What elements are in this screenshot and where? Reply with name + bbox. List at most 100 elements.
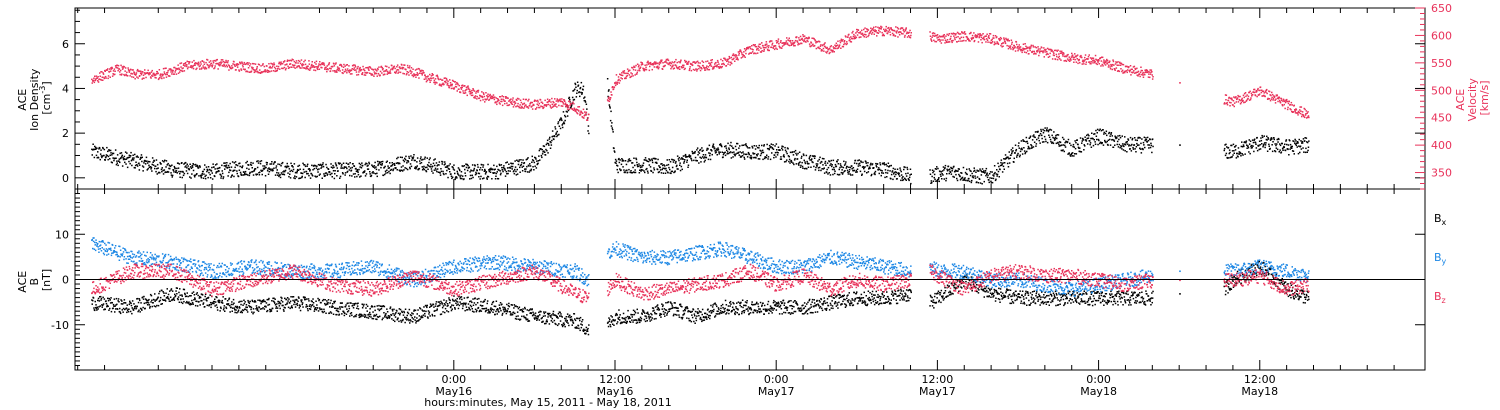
series-0-0-point bbox=[464, 168, 466, 171]
series-0-1-point bbox=[587, 117, 589, 119]
series-0-0-point bbox=[106, 146, 108, 149]
series-0-1-point bbox=[474, 96, 476, 98]
series-0-0-point bbox=[1095, 135, 1098, 137]
series-0-0-point bbox=[303, 171, 306, 173]
series-0-1-point bbox=[544, 99, 546, 102]
series-0-1-point bbox=[277, 67, 279, 70]
series-0-1-point bbox=[505, 97, 507, 99]
series-0-1-point bbox=[329, 67, 331, 70]
series-0-1-point bbox=[698, 67, 700, 70]
series-0-0-point bbox=[1011, 152, 1013, 155]
series-0-1-point bbox=[287, 67, 290, 69]
series-0-0-point bbox=[635, 158, 638, 161]
series-0-0-point bbox=[975, 171, 977, 173]
series-0-1-point bbox=[941, 35, 944, 38]
series-0-0-point bbox=[200, 175, 202, 178]
series-0-0-point bbox=[126, 166, 129, 169]
series-0-1-point bbox=[438, 84, 441, 86]
series-0-1-point bbox=[765, 41, 768, 43]
series-0-1-point bbox=[281, 63, 284, 65]
series-0-0-point bbox=[726, 149, 728, 151]
series-0-1-point bbox=[564, 100, 566, 102]
series-0-1-point bbox=[743, 48, 746, 50]
series-0-0-point bbox=[1136, 139, 1138, 142]
series-0-1-point bbox=[385, 70, 387, 72]
series-0-1-point bbox=[499, 96, 502, 98]
series-0-0-point bbox=[236, 170, 238, 172]
series-0-0-point bbox=[494, 178, 497, 180]
series-0-0-point bbox=[495, 172, 498, 175]
series-0-1-point bbox=[430, 79, 432, 82]
series-0-1-point bbox=[978, 33, 980, 36]
series-0-0-point bbox=[126, 152, 128, 154]
series-0-0-point bbox=[1306, 141, 1309, 144]
series-0-1-point bbox=[169, 75, 171, 77]
series-0-0-point bbox=[808, 162, 810, 165]
series-0-0-point bbox=[876, 163, 879, 165]
series-0-0-point bbox=[414, 166, 417, 168]
series-0-0-point bbox=[1048, 129, 1050, 131]
series-0-0-point bbox=[946, 168, 948, 171]
series-0-0-point bbox=[367, 168, 370, 170]
series-0-0-point bbox=[669, 161, 672, 163]
series-0-0-point bbox=[960, 177, 963, 180]
series-0-0-point bbox=[377, 164, 379, 167]
series-0-1-point bbox=[351, 68, 353, 70]
series-0-0-point bbox=[831, 164, 833, 166]
series-0-1-point bbox=[1055, 49, 1057, 52]
series-0-1-point bbox=[583, 115, 586, 117]
series-0-1-point bbox=[783, 44, 785, 46]
series-0-0-point bbox=[1135, 146, 1138, 148]
series-0-0-point bbox=[996, 175, 998, 177]
series-0-0-point bbox=[1010, 154, 1012, 156]
series-0-1-point bbox=[648, 62, 650, 64]
series-0-1-point bbox=[1073, 56, 1075, 59]
series-0-0-point bbox=[247, 164, 250, 166]
series-0-0-point bbox=[400, 169, 402, 171]
series-0-1-point bbox=[686, 62, 689, 64]
series-0-0-point bbox=[1040, 128, 1042, 131]
series-0-1-point bbox=[124, 67, 127, 69]
series-0-0-point bbox=[271, 168, 273, 170]
series-0-0-point bbox=[1060, 144, 1062, 147]
series-0-1-point bbox=[476, 98, 478, 100]
series-0-1-point bbox=[848, 33, 850, 36]
series-0-0-point bbox=[322, 165, 325, 168]
series-0-0-point bbox=[146, 169, 148, 171]
series-0-0-point bbox=[814, 169, 817, 171]
series-0-0-point bbox=[421, 166, 423, 168]
series-0-0-point bbox=[1007, 156, 1009, 158]
series-0-1-point bbox=[877, 32, 880, 34]
series-0-1-point bbox=[802, 35, 805, 38]
series-0-0-point bbox=[1085, 139, 1087, 141]
series-0-0-point bbox=[149, 166, 152, 168]
series-0-1-point bbox=[627, 72, 629, 75]
series-0-0-point bbox=[859, 170, 862, 173]
series-0-1-point bbox=[584, 113, 587, 115]
series-0-1-point bbox=[810, 42, 813, 44]
series-0-0-point bbox=[797, 163, 800, 165]
series-0-0-point bbox=[543, 150, 545, 152]
series-0-0-point bbox=[893, 171, 895, 174]
series-0-1-point bbox=[466, 94, 468, 97]
series-0-1-point bbox=[491, 97, 493, 100]
series-0-1-point bbox=[887, 31, 890, 33]
series-0-0-point bbox=[1284, 143, 1286, 145]
series-0-1-point bbox=[657, 62, 659, 64]
series-0-0-point bbox=[156, 163, 159, 166]
series-0-0-point bbox=[714, 152, 717, 154]
series-0-1-point bbox=[124, 70, 126, 72]
series-0-1-point bbox=[787, 44, 790, 46]
series-0-1-point bbox=[755, 52, 757, 55]
series-0-1-point bbox=[671, 61, 673, 63]
series-0-0-point bbox=[414, 167, 416, 169]
series-0-1-point bbox=[1053, 49, 1056, 52]
series-0-0-point bbox=[1100, 141, 1102, 144]
series-0-1-point bbox=[888, 29, 890, 31]
series-0-1-point bbox=[1016, 47, 1018, 49]
series-0-1-point bbox=[907, 32, 910, 34]
series-0-1-point bbox=[308, 60, 310, 62]
series-0-1-point bbox=[374, 72, 377, 74]
series-0-0-point bbox=[134, 153, 136, 156]
series-0-1-point bbox=[823, 43, 825, 45]
